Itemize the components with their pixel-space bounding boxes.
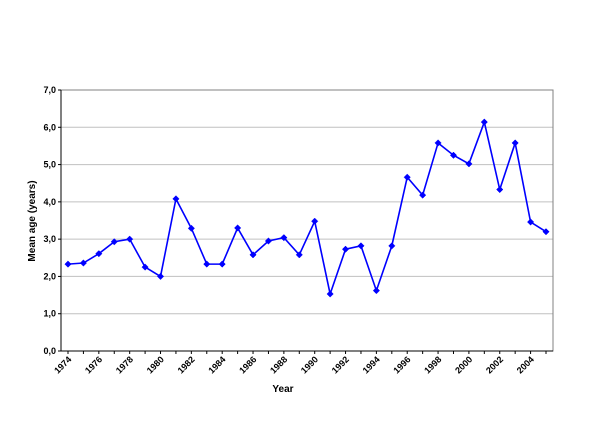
data-point bbox=[203, 260, 211, 268]
x-tick-label: 1986 bbox=[237, 354, 258, 375]
y-tick-label: 6,0 bbox=[43, 122, 56, 132]
y-tick-label: 0,0 bbox=[43, 346, 56, 356]
data-point bbox=[357, 242, 365, 250]
x-tick-label: 2000 bbox=[453, 354, 474, 375]
data-point bbox=[480, 118, 488, 126]
data-point bbox=[511, 139, 519, 147]
x-tick-label: 1978 bbox=[114, 354, 135, 375]
x-axis-title: Year bbox=[272, 384, 293, 395]
data-point bbox=[249, 251, 257, 259]
x-tick-label: 1988 bbox=[268, 354, 289, 375]
data-point bbox=[388, 242, 396, 250]
x-tick-label: 2004 bbox=[515, 354, 536, 375]
data-point bbox=[218, 260, 226, 268]
x-tick-label: 1994 bbox=[361, 354, 382, 375]
y-axis-title: Mean age (years) bbox=[27, 180, 38, 261]
series-line bbox=[67, 119, 547, 297]
y-tick-label: 1,0 bbox=[43, 309, 56, 319]
data-point bbox=[126, 235, 134, 243]
data-point bbox=[326, 290, 334, 298]
x-tick-labels: 1974 1976 1978 1980 1982 1984 1986 1988 1990 1992… bbox=[52, 351, 547, 376]
data-point bbox=[449, 151, 458, 159]
y-tick-label: 3,0 bbox=[43, 234, 56, 244]
x-tick-label: 1982 bbox=[176, 354, 197, 375]
x-tick-label: 1984 bbox=[206, 354, 227, 375]
y-tick-label: 7,0 bbox=[43, 85, 56, 95]
data-point bbox=[496, 185, 504, 194]
data-point bbox=[234, 224, 242, 232]
y-tick-label: 4,0 bbox=[43, 197, 56, 207]
data-point bbox=[341, 245, 350, 253]
data-point bbox=[527, 218, 535, 226]
data-point bbox=[172, 195, 180, 203]
data-point bbox=[110, 238, 118, 246]
x-tick-label: 1990 bbox=[299, 354, 320, 375]
y-tick-label: 2,0 bbox=[43, 271, 56, 281]
series-group bbox=[64, 118, 550, 298]
gridlines bbox=[61, 89, 553, 315]
axes bbox=[60, 89, 554, 352]
x-tick-label: 2002 bbox=[484, 354, 505, 375]
data-point bbox=[372, 287, 380, 295]
data-point bbox=[465, 160, 473, 168]
x-tick-label: 1980 bbox=[145, 354, 166, 375]
data-point bbox=[542, 228, 550, 236]
y-tick-label: 5,0 bbox=[43, 160, 56, 170]
data-point bbox=[264, 237, 273, 245]
data-point bbox=[95, 250, 103, 258]
data-point bbox=[280, 234, 288, 242]
x-tick-label: 1976 bbox=[83, 354, 104, 375]
plot-area-border bbox=[60, 89, 554, 352]
x-tick-label: 1998 bbox=[422, 354, 443, 375]
data-point bbox=[79, 259, 87, 267]
data-point bbox=[187, 224, 195, 232]
data-point bbox=[295, 251, 303, 259]
y-tick-labels: 0,0 1,0 2,0 3,0 4,0 5,0 6,0 7,0 bbox=[43, 85, 61, 356]
data-point bbox=[419, 191, 427, 199]
x-tick-label: 1996 bbox=[391, 354, 412, 375]
data-point bbox=[141, 263, 149, 271]
data-point bbox=[156, 272, 165, 280]
data-point bbox=[311, 217, 319, 225]
x-tick-label: 1974 bbox=[52, 354, 73, 375]
data-point bbox=[403, 173, 411, 181]
x-tick-label: 1992 bbox=[330, 354, 351, 375]
data-point bbox=[64, 260, 72, 268]
data-point bbox=[434, 139, 442, 147]
